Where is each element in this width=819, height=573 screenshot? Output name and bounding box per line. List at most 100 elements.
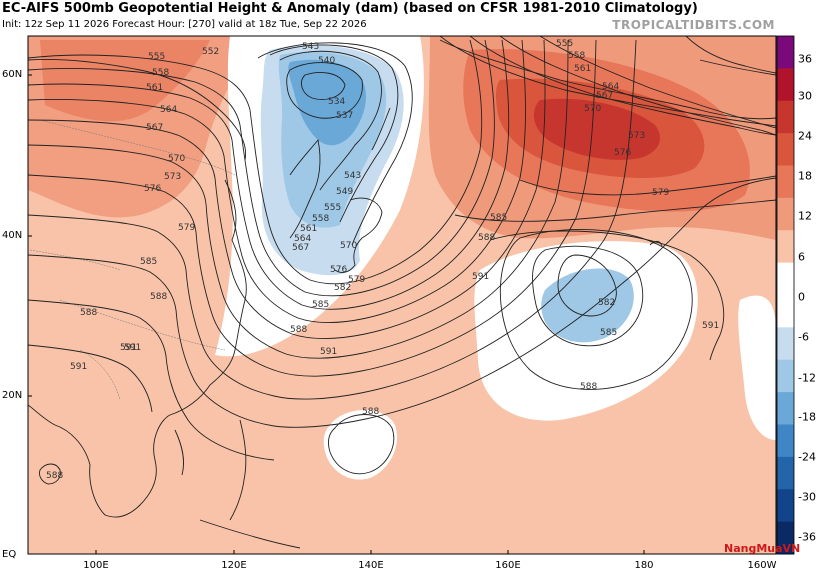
- contour-label: 591: [70, 362, 87, 372]
- neutral-zone-east: [738, 295, 776, 440]
- contour-label: 576: [614, 148, 631, 158]
- contour-label: 564: [160, 105, 177, 115]
- colorbar-tick: 36: [798, 52, 812, 66]
- contour-label: 555: [324, 203, 341, 213]
- contour-label: 555: [148, 52, 165, 62]
- colorbar-segment: [777, 327, 794, 361]
- contour-label: 591: [472, 272, 489, 282]
- lon-label-160e: 160E: [495, 560, 521, 571]
- colorbar-tick: 6: [798, 250, 805, 264]
- contour-label: 591: [120, 343, 137, 353]
- colorbar-tick: -12: [798, 371, 816, 385]
- coastlines: [28, 39, 776, 549]
- contour-label: 588: [290, 325, 307, 335]
- lon-label-160w: 160W: [747, 560, 777, 571]
- colorbar-segment: [777, 100, 794, 134]
- colorbar-tick: 30: [798, 89, 812, 103]
- contour-label: 573: [164, 172, 181, 182]
- contour-label: 567: [146, 123, 163, 133]
- colorbar-segment: [777, 295, 794, 328]
- contour-label: 543: [344, 171, 361, 181]
- contour-label: 570: [168, 154, 185, 164]
- colorbar-tick: -36: [798, 530, 816, 544]
- axis-ticks: [28, 74, 776, 555]
- contour-label: 558: [312, 214, 329, 224]
- map-subtitle: Init: 12z Sep 11 2026 Forecast Hour: [27…: [2, 19, 367, 30]
- watermark-text: NangMuaVN: [724, 542, 801, 555]
- colorbar-tick: -6: [798, 330, 809, 344]
- contour-label: 561: [574, 64, 591, 74]
- contour-label: 588: [580, 382, 597, 392]
- map-frame: [27, 35, 777, 555]
- colorbar-segment: [777, 392, 794, 425]
- contour-label: 582: [598, 298, 615, 308]
- contour-label: 555: [556, 39, 573, 49]
- contour-label: 561: [300, 224, 317, 234]
- contour-label: 582: [334, 283, 351, 293]
- positive-anomaly-west-core: [40, 40, 210, 122]
- lon-label-100e: 100E: [83, 560, 109, 571]
- colorbar-tick: -18: [798, 410, 816, 424]
- contour-label: 588: [150, 292, 167, 302]
- contour-label: 558: [568, 51, 585, 61]
- brand-text: TROPICALTIDBITS.COM: [612, 18, 775, 32]
- contour-label: 549: [336, 187, 353, 197]
- contour-label: 567: [292, 243, 309, 253]
- map-title: EC-AIFS 500mb Geopotential Height & Anom…: [2, 1, 698, 16]
- contour-label: 570: [340, 241, 357, 251]
- colorbar-segment: [777, 197, 794, 231]
- contour-label: 585: [312, 300, 329, 310]
- contour-label: 540: [318, 56, 335, 66]
- colorbar-segment: [777, 521, 794, 555]
- colorbar: [776, 35, 795, 555]
- colorbar-segment: [777, 262, 794, 296]
- contour-label: 561: [146, 83, 163, 93]
- contour-label: 591: [124, 343, 141, 353]
- contour-label: 588: [362, 407, 379, 417]
- height-contours: [28, 36, 776, 485]
- colorbar-segment: [777, 165, 794, 199]
- lat-label-eq: EQ: [2, 549, 17, 560]
- contour-label: 591: [320, 347, 337, 357]
- contour-label: 543: [302, 42, 319, 52]
- contour-label: 534: [328, 97, 345, 107]
- lon-label-120e: 120E: [221, 560, 247, 571]
- colorbar-segment: [777, 36, 794, 69]
- colorbar-segment: [777, 68, 794, 102]
- colorbar-tick: -30: [798, 490, 816, 504]
- contour-label: 591: [702, 321, 719, 331]
- colorbar-segment: [777, 424, 794, 458]
- contour-labels: 543 540 534 537 543 549 555 558 561 564 …: [46, 39, 719, 481]
- contour-label: 567: [596, 91, 613, 101]
- contour-label: 588: [478, 233, 495, 243]
- colorbar-segment: [777, 133, 794, 166]
- contour-label: 585: [490, 213, 507, 223]
- contour-label: 585: [600, 328, 617, 338]
- contour-label: 537: [336, 111, 353, 121]
- contour-label: 588: [80, 308, 97, 318]
- lat-label-40n: 40N: [2, 230, 23, 241]
- lon-label-140e: 140E: [358, 560, 384, 571]
- colorbar-tick: -24: [798, 450, 816, 464]
- colorbar-segment: [777, 230, 794, 264]
- contour-label: 573: [628, 131, 645, 141]
- contour-label: 579: [652, 188, 669, 198]
- colorbar-tick: 18: [798, 169, 812, 183]
- contour-label: 552: [202, 47, 219, 57]
- lat-label-20n: 20N: [2, 390, 23, 401]
- colorbar-segment: [777, 359, 794, 393]
- negative-anomaly-trough-core: [288, 59, 366, 146]
- lon-label-180: 180: [634, 560, 654, 571]
- colorbar-tick: 0: [798, 290, 805, 304]
- lat-label-60n: 60N: [2, 69, 23, 80]
- contour-label: 558: [152, 68, 169, 78]
- colorbar-segment: [777, 489, 794, 523]
- colorbar-segment: [777, 456, 794, 490]
- contour-label: 588: [46, 471, 63, 481]
- contour-label: 576: [144, 184, 161, 194]
- contour-label: 579: [348, 275, 365, 285]
- contour-label: 570: [584, 104, 601, 114]
- colorbar-tick: 24: [798, 129, 812, 143]
- colorbar-tick: 12: [798, 209, 812, 223]
